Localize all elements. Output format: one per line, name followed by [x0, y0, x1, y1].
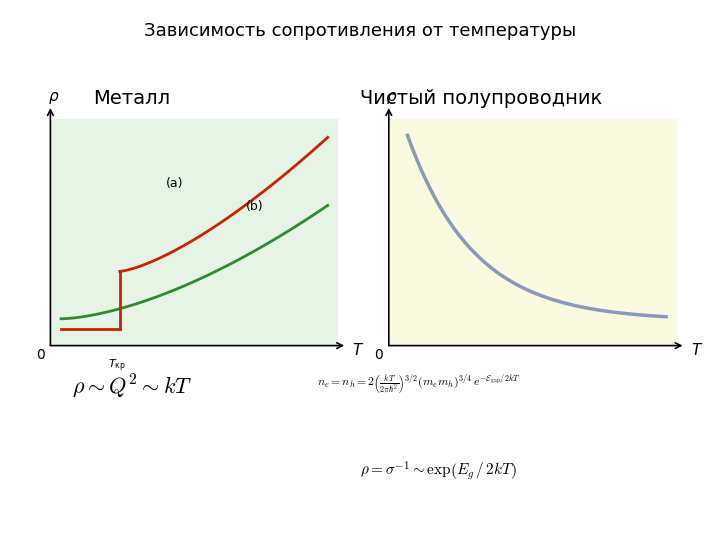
- Text: T: T: [353, 343, 362, 357]
- Text: (b): (b): [246, 199, 264, 213]
- Text: $n_e = n_h = 2\left(\frac{kT}{2\pi\hbar^2}\right)^{3/2}(m_e m_h)^{3/4}\, e^{-\ma: $n_e = n_h = 2\left(\frac{kT}{2\pi\hbar^…: [317, 373, 520, 396]
- Text: (a): (a): [166, 177, 183, 190]
- Text: $T_{\rm \kappa p}$: $T_{\rm \kappa p}$: [108, 357, 126, 374]
- Text: Чистый полупроводник: Чистый полупроводник: [360, 89, 602, 108]
- Text: 0: 0: [36, 348, 45, 362]
- Text: $\rho$: $\rho$: [48, 90, 59, 106]
- Text: $\rho = \sigma^{-1} \sim \exp\!\left(E_g\, /\, 2kT\right)$: $\rho = \sigma^{-1} \sim \exp\!\left(E_g…: [360, 459, 517, 482]
- Text: Металл: Металл: [94, 89, 171, 108]
- Text: $\rho$: $\rho$: [386, 90, 397, 106]
- Text: Зависимость сопротивления от температуры: Зависимость сопротивления от температуры: [144, 22, 576, 39]
- Text: $\rho \sim Q^2 \sim kT$: $\rho \sim Q^2 \sim kT$: [72, 373, 192, 400]
- Text: 0: 0: [374, 348, 383, 362]
- Text: T: T: [691, 343, 701, 357]
